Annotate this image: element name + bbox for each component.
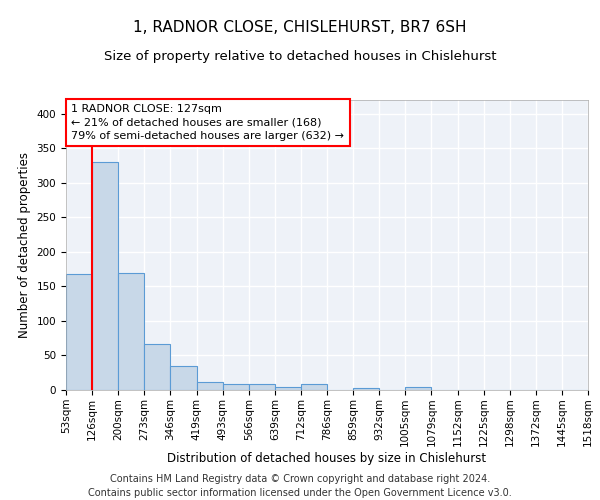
Bar — [118, 272, 145, 390]
Text: Size of property relative to detached houses in Chislehurst: Size of property relative to detached ho… — [104, 50, 496, 63]
Text: Contains HM Land Registry data © Crown copyright and database right 2024.
Contai: Contains HM Land Registry data © Crown c… — [88, 474, 512, 498]
Bar — [249, 384, 275, 390]
Y-axis label: Number of detached properties: Number of detached properties — [18, 152, 31, 338]
Text: 1, RADNOR CLOSE, CHISLEHURST, BR7 6SH: 1, RADNOR CLOSE, CHISLEHURST, BR7 6SH — [133, 20, 467, 35]
Bar — [66, 274, 92, 390]
Bar — [170, 366, 197, 390]
Bar — [92, 162, 118, 390]
Bar — [145, 344, 170, 390]
Bar — [301, 384, 327, 390]
Bar — [275, 387, 301, 390]
Bar — [197, 382, 223, 390]
Bar — [353, 388, 379, 390]
Text: 1 RADNOR CLOSE: 127sqm
← 21% of detached houses are smaller (168)
79% of semi-de: 1 RADNOR CLOSE: 127sqm ← 21% of detached… — [71, 104, 344, 141]
Bar — [406, 387, 431, 390]
X-axis label: Distribution of detached houses by size in Chislehurst: Distribution of detached houses by size … — [167, 452, 487, 465]
Bar — [223, 384, 249, 390]
